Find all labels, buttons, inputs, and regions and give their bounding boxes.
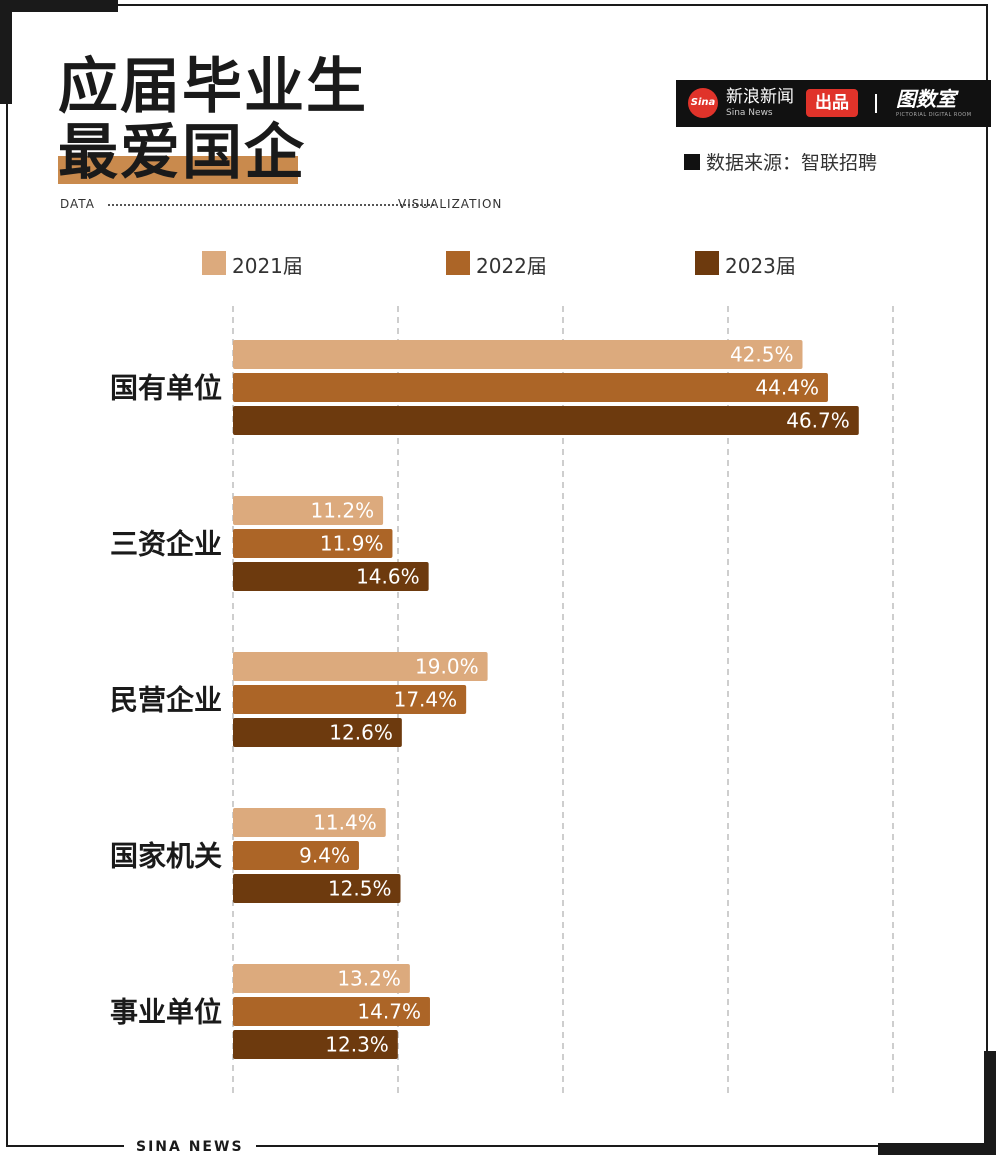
bar-value-label: 42.5%: [730, 343, 794, 367]
bar-value-label: 12.5%: [328, 877, 392, 901]
frame-bottom-line: [6, 1145, 124, 1147]
page-subtitle: 最爱国企: [58, 118, 306, 188]
legend-swatch-2022: [446, 251, 470, 275]
brand-sub: Sina News: [726, 108, 773, 118]
legend-label-2021: 2021届: [232, 254, 303, 278]
bar-2021: [233, 340, 803, 369]
legend-swatch-2021: [202, 251, 226, 275]
bar-2023: [233, 562, 429, 591]
brand-name: 新浪新闻: [726, 87, 794, 107]
source-note: 数据来源：智联招聘: [684, 148, 877, 175]
bar-value-label: 13.2%: [337, 967, 401, 991]
bar-value-label: 11.2%: [311, 499, 375, 523]
bar-value-label: 46.7%: [786, 409, 850, 433]
square-icon: [684, 154, 700, 170]
bar-2022: [233, 685, 467, 714]
frame-bottom-line: [256, 1145, 886, 1147]
frame-corner: [0, 0, 118, 12]
brand-separator: [875, 94, 877, 113]
bar-value-label: 11.4%: [313, 811, 377, 835]
bar-2021: [233, 652, 488, 681]
bar-value-label: 11.9%: [320, 532, 384, 556]
brand-right-sub: PICTORIAL DIGITAL ROOM: [896, 112, 972, 118]
meta-dots: [108, 204, 434, 206]
category-label: 国家机关: [110, 840, 222, 873]
legend-label-2023: 2023届: [725, 254, 796, 278]
meta-right: VISUALIZATION: [398, 197, 503, 211]
bar-value-label: 9.4%: [299, 844, 350, 868]
category-label: 事业单位: [110, 996, 222, 1029]
bar-value-label: 19.0%: [415, 655, 479, 679]
bar-2022: [233, 997, 430, 1026]
meta-left: DATA: [60, 197, 95, 211]
legend-swatch-2023: [695, 251, 719, 275]
bar-2023: [233, 874, 401, 903]
frame: [6, 4, 988, 1145]
legend-label-2022: 2022届: [476, 254, 547, 278]
category-label: 三资企业: [110, 528, 222, 561]
legend: 2021届 2022届 2023届: [0, 248, 996, 278]
bar-value-label: 17.4%: [394, 688, 458, 712]
page-title: 应届毕业生: [58, 52, 368, 122]
meta-row: DATA VISUALIZATION: [60, 197, 503, 213]
brand-badge: 出品: [806, 89, 858, 117]
sina-logo-icon: Sina: [688, 88, 718, 118]
title-highlight: [58, 156, 298, 184]
bar-2022: [233, 373, 828, 402]
bar-value-label: 12.3%: [325, 1033, 389, 1057]
frame-corner: [984, 1051, 996, 1155]
bar-2021: [233, 808, 386, 837]
source-text: 数据来源：智联招聘: [706, 152, 878, 174]
footer-text: SINA NEWS: [136, 1139, 244, 1155]
bar-value-label: 44.4%: [755, 376, 819, 400]
brand-banner: Sina 新浪新闻 Sina News 出品 图数室 PICTORIAL DIG…: [676, 80, 991, 127]
bar-2022: [233, 841, 359, 870]
bar-2021: [233, 496, 384, 525]
category-label: 国有单位: [110, 372, 222, 405]
brand-right: 图数室: [896, 87, 956, 111]
bar-2023: [233, 406, 859, 435]
bar-2023: [233, 718, 402, 747]
frame-corner: [0, 0, 12, 104]
frame-corner: [878, 1143, 996, 1155]
bar-value-label: 14.6%: [356, 565, 420, 589]
page-subtitle-wrap: 最爱国企: [58, 118, 306, 188]
bar-value-label: 14.7%: [357, 1000, 421, 1024]
category-label: 民营企业: [110, 684, 222, 717]
bar-2023: [233, 1030, 398, 1059]
bar-value-label: 12.6%: [329, 721, 393, 745]
bar-2022: [233, 529, 393, 558]
bar-2021: [233, 964, 410, 993]
